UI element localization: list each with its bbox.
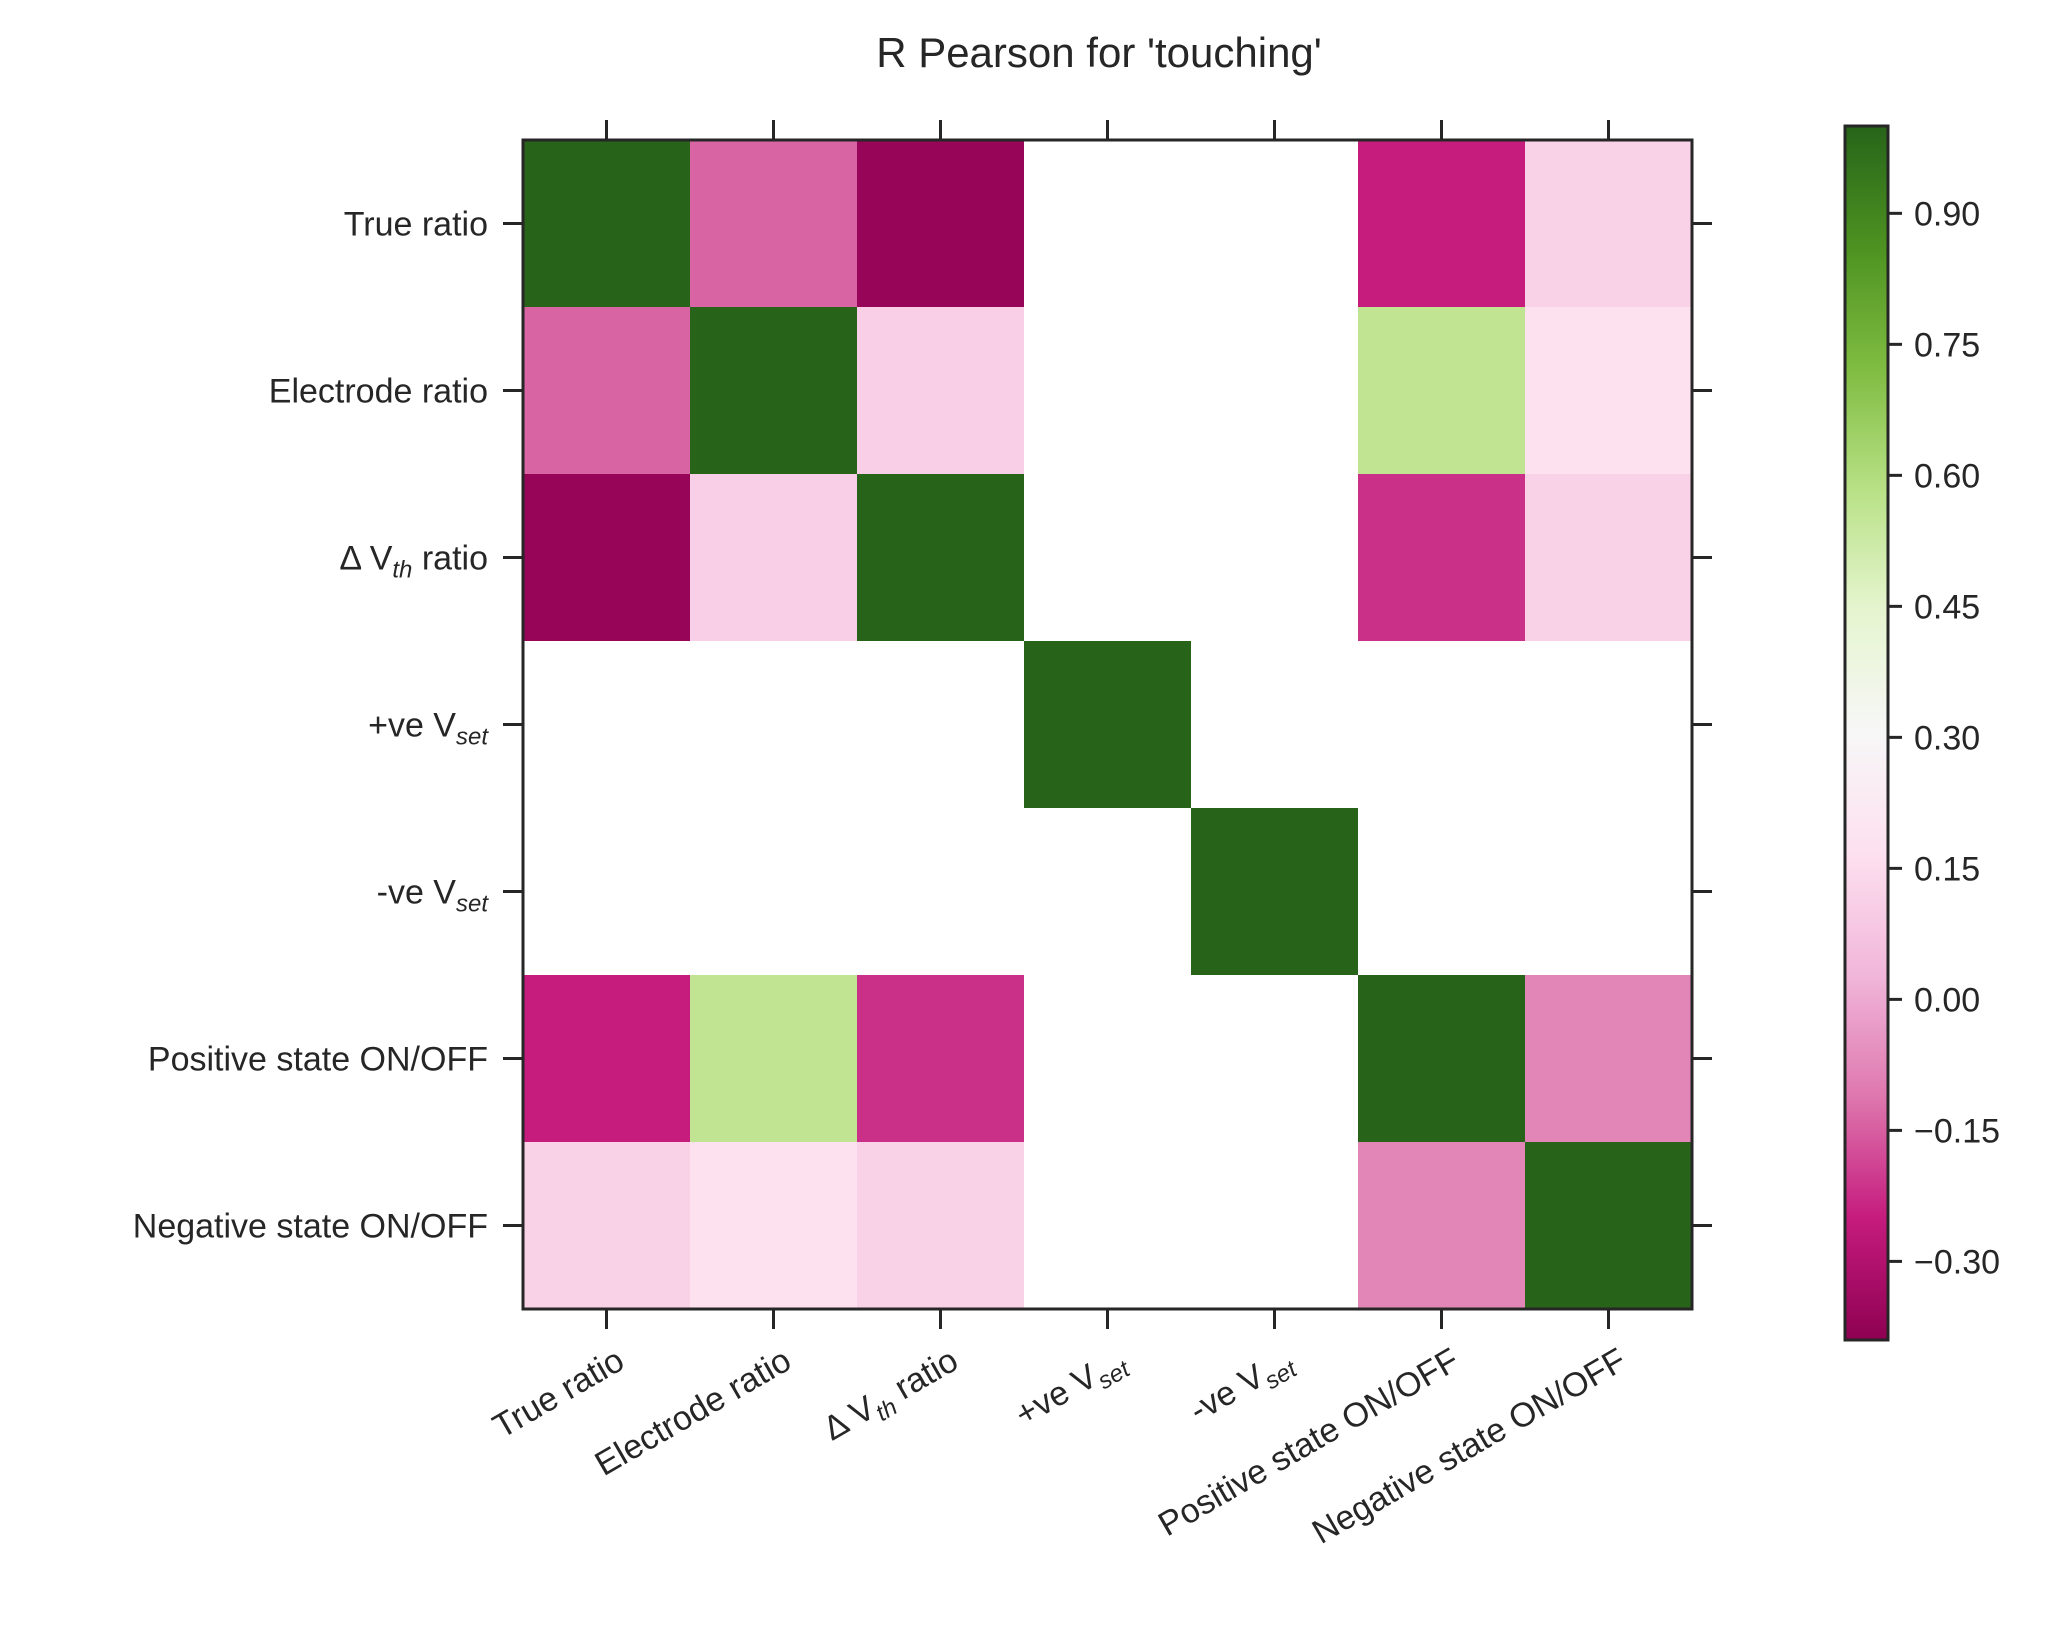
colorbar-tick-label-4: 0.30	[1914, 719, 1980, 757]
heatmap-cell-r6-c2	[857, 1142, 1025, 1310]
heatmap-cell-r5-c2	[857, 975, 1025, 1143]
heatmap-cell-r5-c3	[1024, 975, 1192, 1143]
heatmap-cell-r3-c1	[690, 641, 858, 809]
x-tick-label-5: Positive state ON/OFF	[1152, 1341, 1466, 1544]
heatmap-cell-r2-c1	[690, 474, 858, 642]
colorbar-gradient	[1845, 126, 1888, 1340]
heatmap-cell-r6-c4	[1191, 1142, 1359, 1310]
heatmap-cell-r5-c0	[523, 975, 691, 1143]
heatmap-cell-r3-c3	[1024, 641, 1192, 809]
heatmap-cell-r0-c0	[523, 140, 691, 308]
heatmap-cell-r0-c2	[857, 140, 1025, 308]
heatmap-cell-r1-c3	[1024, 307, 1192, 475]
heatmap-cell-r4-c2	[857, 808, 1025, 976]
heatmap-cell-r1-c2	[857, 307, 1025, 475]
y-tick-label-5: Positive state ON/OFF	[148, 1041, 488, 1079]
heatmap-cell-r0-c4	[1191, 140, 1359, 308]
x-tick-label-0: True ratio	[487, 1341, 631, 1446]
heatmap-cell-r1-c0	[523, 307, 691, 475]
heatmap-cell-r4-c5	[1358, 808, 1526, 976]
heatmap-cell-r3-c2	[857, 641, 1025, 809]
heatmap-cell-r1-c6	[1525, 307, 1693, 475]
colorbar-tick-label-3: 0.15	[1914, 850, 1980, 888]
y-tick-label-6: Negative state ON/OFF	[133, 1208, 488, 1246]
y-tick-label-3: +ve Vset	[368, 707, 489, 751]
heatmap-cell-r5-c4	[1191, 975, 1359, 1143]
heatmap-cell-r3-c6	[1525, 641, 1693, 809]
heatmap-cell-r0-c3	[1024, 140, 1192, 308]
heatmap-cell-r5-c5	[1358, 975, 1526, 1143]
heatmap-cell-r2-c0	[523, 474, 691, 642]
heatmap-cell-r4-c3	[1024, 808, 1192, 976]
colorbar-tick-label-7: 0.75	[1914, 326, 1980, 364]
colorbar: −0.30 −0.15 0.00 0.15 0.30 0.45 0.60 0.75 0.90	[1843, 124, 2000, 1342]
heatmap-cell-r4-c6	[1525, 808, 1693, 976]
heatmap-cell-r6-c5	[1358, 1142, 1526, 1310]
heatmap-cell-r3-c0	[523, 641, 691, 809]
colorbar-tick-label-6: 0.60	[1914, 457, 1980, 495]
heatmap-cell-r5-c6	[1525, 975, 1693, 1143]
heatmap-cell-r0-c1	[690, 140, 858, 308]
heatmap-cell-r1-c5	[1358, 307, 1526, 475]
chart-title: R Pearson for 'touching'	[876, 29, 1322, 76]
colorbar-tick-label-5: 0.45	[1914, 588, 1980, 626]
heatmap-cell-r5-c1	[690, 975, 858, 1143]
heatmap-cell-r3-c4	[1191, 641, 1359, 809]
colorbar-tick-label-2: 0.00	[1914, 981, 1980, 1019]
colorbar-tick-label-0: −0.30	[1914, 1243, 2000, 1281]
heatmap-cell-r1-c1	[690, 307, 858, 475]
heatmap-cell-r0-c6	[1525, 140, 1693, 308]
heatmap-cell-r0-c5	[1358, 140, 1526, 308]
x-tick-label-2: Δ Vth ratio	[817, 1341, 968, 1453]
heatmap-cell-r2-c3	[1024, 474, 1192, 642]
heatmap-cell-r2-c4	[1191, 474, 1359, 642]
heatmap-cell-r3-c5	[1358, 641, 1526, 809]
y-tick-label-2: Δ Vth ratio	[339, 540, 488, 584]
heatmap-cell-r4-c0	[523, 808, 691, 976]
heatmap-cell-r4-c1	[690, 808, 858, 976]
heatmap-cell-r6-c6	[1525, 1142, 1693, 1310]
colorbar-tick-label-1: −0.15	[1914, 1112, 2000, 1150]
heatmap-cell-r4-c4	[1191, 808, 1359, 976]
heatmap-cell-r6-c1	[690, 1142, 858, 1310]
y-tick-label-1: Electrode ratio	[269, 373, 488, 411]
x-tick-label-6: Negative state ON/OFF	[1306, 1341, 1633, 1552]
colorbar-frame	[1843, 124, 1890, 1342]
heatmap-cell-r2-c2	[857, 474, 1025, 642]
y-tick-label-0: True ratio	[344, 206, 488, 244]
colorbar-tick-label-8: 0.90	[1914, 195, 1980, 233]
heatmap-cell-r6-c0	[523, 1142, 691, 1310]
heatmap-cell-r2-c6	[1525, 474, 1693, 642]
heatmap-cell-r2-c5	[1358, 474, 1526, 642]
heatmap-cell-r6-c3	[1024, 1142, 1192, 1310]
x-tick-label-3: +ve Vset	[1009, 1340, 1136, 1439]
y-tick-label-4: -ve Vset	[377, 874, 490, 918]
x-tick-label-4: -ve Vset	[1183, 1340, 1303, 1434]
heatmap-cells	[523, 140, 1693, 1310]
heatmap-cell-r1-c4	[1191, 307, 1359, 475]
